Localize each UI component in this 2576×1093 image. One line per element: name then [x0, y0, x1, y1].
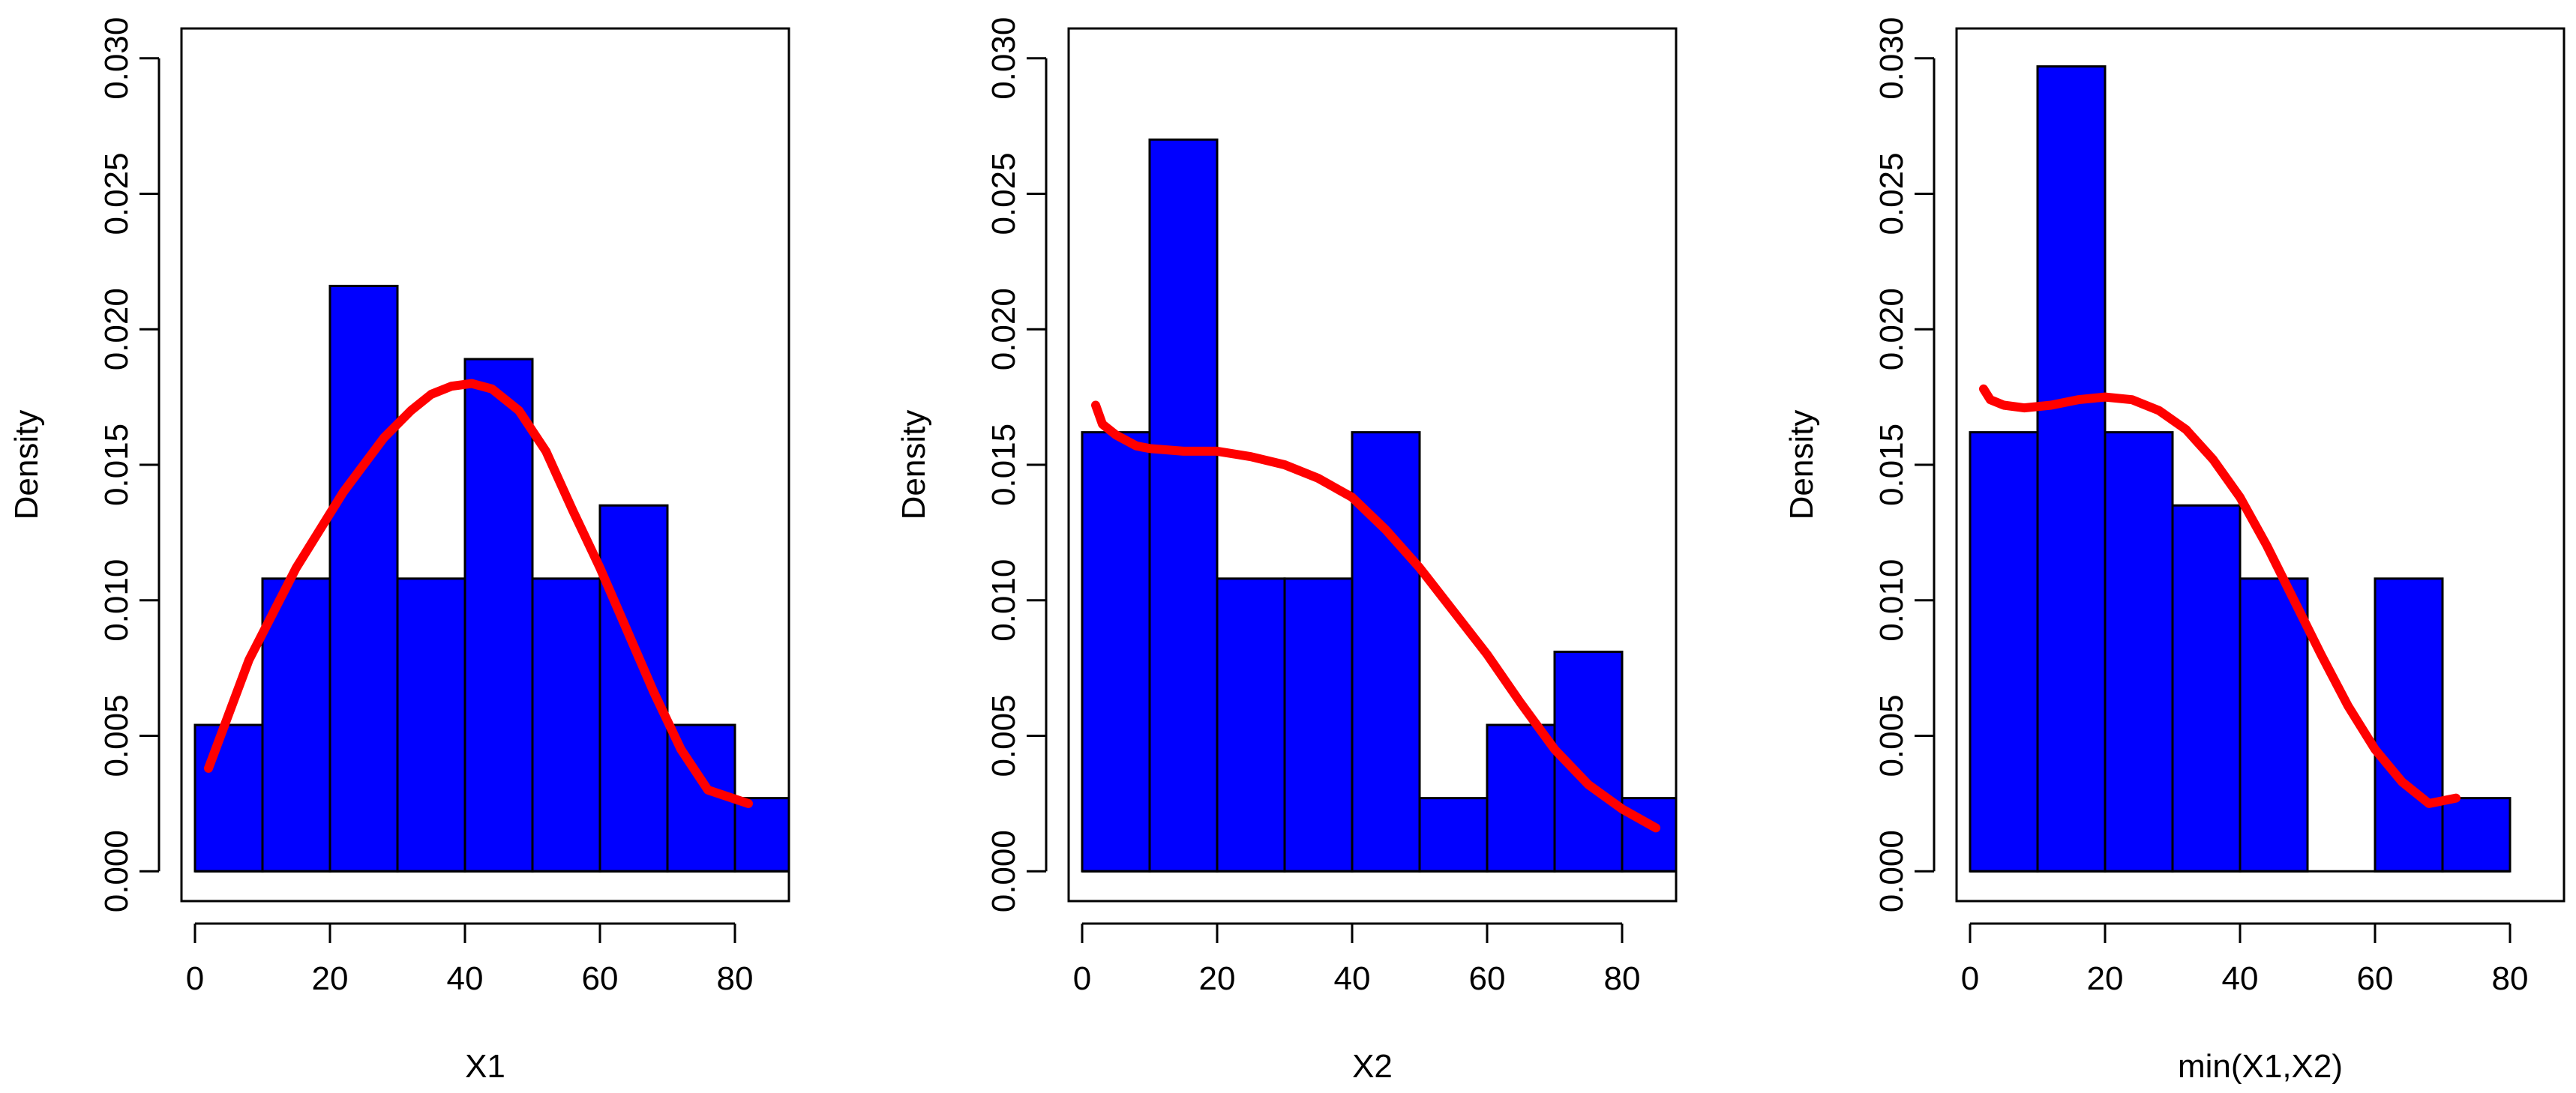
histogram-bar — [2441, 797, 2512, 873]
x-tick-label: 80 — [717, 960, 754, 997]
y-tick-label: 0.015 — [985, 424, 1022, 506]
x-tick-label: 0 — [1073, 960, 1091, 997]
y-tick-label: 0.005 — [1873, 694, 1910, 777]
histogram-bar — [598, 504, 669, 873]
histogram-bar — [2374, 577, 2444, 873]
histogram-bar — [1283, 577, 1354, 873]
y-tick-label: 0.025 — [98, 152, 135, 235]
x-tick-label: 0 — [1961, 960, 1979, 997]
x-tick-label: 60 — [1469, 960, 1506, 997]
x-tick-label: 0 — [186, 960, 204, 997]
x-tick-label: 20 — [2087, 960, 2124, 997]
histogram-bar — [261, 577, 331, 873]
x-tick-label: 40 — [1334, 960, 1371, 997]
x-tick-label: 60 — [582, 960, 619, 997]
x-tick-label: 20 — [312, 960, 349, 997]
y-axis-label: Density — [1783, 410, 1820, 520]
plot-frame — [1067, 27, 1678, 903]
x-tick-label: 20 — [1199, 960, 1236, 997]
histogram-bar — [1081, 431, 1151, 873]
histogram-bar — [2104, 431, 2174, 873]
y-tick-label: 0.025 — [985, 152, 1022, 235]
panel-x1: 0.000 0.005 0.010 0.015 0.020 0.025 0.030 0 20 4… — [8, 17, 790, 1085]
panel-x2: 0.000 0.005 0.010 0.015 0.020 0.025 0.030 0 20 4… — [895, 17, 1678, 1085]
x-axis-label: X1 — [465, 1048, 505, 1085]
histogram-bars — [193, 284, 790, 873]
x-axis: 0 20 40 60 80 — [1961, 922, 2529, 997]
histogram-bar — [1969, 431, 2039, 873]
histogram-bar — [2171, 504, 2242, 873]
y-tick-label: 0.000 — [985, 830, 1022, 912]
histogram-bar — [396, 577, 466, 873]
histogram-bar — [1486, 723, 1556, 873]
histogram-bars — [1081, 138, 1678, 873]
plot-frame — [1955, 27, 2566, 903]
y-tick-label: 0.010 — [985, 559, 1022, 642]
y-axis-label: Density — [895, 410, 932, 520]
y-tick-label: 0.010 — [1873, 559, 1910, 642]
x-axis: 0 20 40 60 80 — [186, 922, 754, 997]
histogram-bar — [2036, 65, 2107, 873]
density-curve — [204, 379, 753, 808]
x-tick-label: 80 — [2492, 960, 2529, 997]
x-tick-label: 40 — [2222, 960, 2259, 997]
histogram-bars — [1969, 65, 2512, 873]
y-tick-label: 0.000 — [98, 830, 135, 912]
histogram-bar — [531, 577, 601, 873]
histogram-bar — [328, 284, 399, 873]
y-tick-label: 0.030 — [98, 17, 135, 100]
density-curve — [1979, 384, 2461, 808]
histogram-bar — [1418, 797, 1489, 873]
y-tick-label: 0.000 — [1873, 830, 1910, 912]
y-tick-label: 0.025 — [1873, 152, 1910, 235]
y-tick-label: 0.015 — [98, 424, 135, 506]
y-tick-label: 0.030 — [1873, 17, 1910, 100]
y-axis: 0.000 0.005 0.010 0.015 0.020 0.025 0.030 — [1873, 17, 1936, 912]
histogram-bar — [1148, 138, 1219, 873]
y-axis: 0.000 0.005 0.010 0.015 0.020 0.025 0.030 — [98, 17, 160, 912]
y-tick-label: 0.005 — [98, 694, 135, 777]
y-axis-label: Density — [8, 410, 45, 520]
y-tick-label: 0.005 — [985, 694, 1022, 777]
histogram-bar — [733, 797, 790, 873]
y-axis: 0.000 0.005 0.010 0.015 0.020 0.025 0.030 — [985, 17, 1048, 912]
x-tick-label: 80 — [1604, 960, 1641, 997]
panel-min-x1-x2: 0.000 0.005 0.010 0.015 0.020 0.025 0.030 0 20 4… — [1783, 17, 2566, 1085]
y-tick-label: 0.020 — [1873, 288, 1910, 370]
y-tick-label: 0.030 — [985, 17, 1022, 100]
x-axis-label: X2 — [1352, 1048, 1393, 1085]
histogram-bar — [1216, 577, 1286, 873]
histogram-bar — [193, 723, 264, 873]
x-axis: 0 20 40 60 80 — [1073, 922, 1641, 997]
x-tick-label: 60 — [2357, 960, 2394, 997]
plot-frame — [180, 27, 790, 903]
y-tick-label: 0.010 — [98, 559, 135, 642]
histogram-bar — [463, 358, 534, 873]
y-tick-label: 0.015 — [1873, 424, 1910, 506]
density-curve — [1091, 400, 1660, 833]
histogram-bar — [2239, 577, 2309, 873]
x-axis-label: min(X1,X2) — [2178, 1048, 2343, 1085]
histogram-bar — [1351, 431, 1421, 873]
y-tick-label: 0.020 — [98, 288, 135, 370]
x-tick-label: 40 — [447, 960, 484, 997]
y-tick-label: 0.020 — [985, 288, 1022, 370]
